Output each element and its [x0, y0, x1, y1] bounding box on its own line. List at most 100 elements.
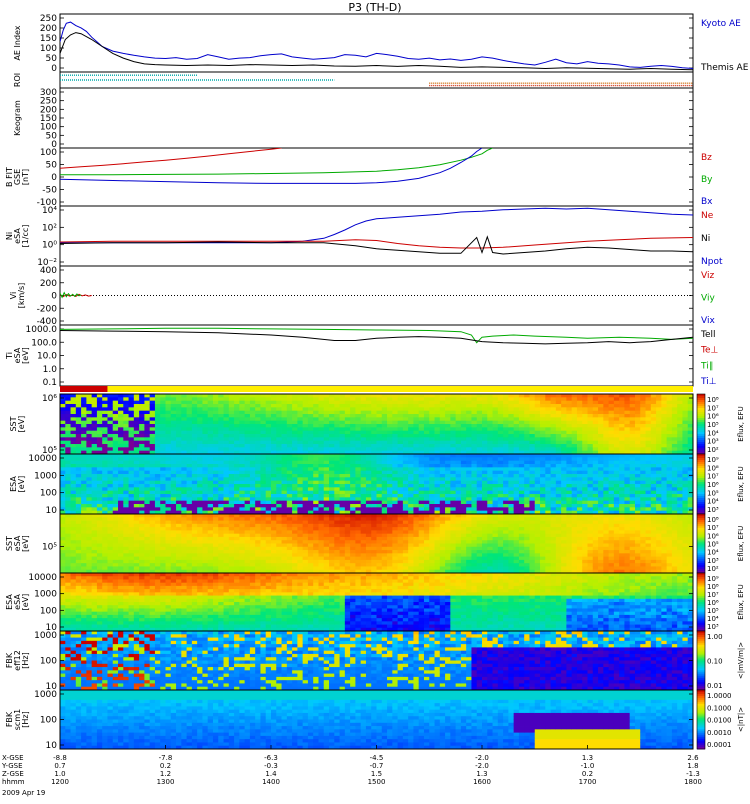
spectrogram-cell — [129, 421, 135, 425]
spectrogram-cell — [408, 454, 414, 458]
spectrogram-cell — [76, 566, 82, 570]
spectrogram-cell — [572, 437, 578, 441]
spectrogram-cell — [361, 467, 367, 471]
spectrogram-cell — [202, 407, 208, 411]
spectrogram-cell — [297, 417, 303, 421]
spectrogram-cell — [593, 431, 599, 435]
spectrogram-cell — [313, 397, 319, 401]
spectrogram-cell — [134, 550, 140, 554]
spectrogram-cell — [218, 427, 224, 431]
spectrogram-cell — [123, 417, 129, 421]
spectrogram-cell — [97, 553, 103, 557]
spectrogram-cell — [139, 484, 145, 488]
spectrogram-cell — [292, 471, 298, 475]
spectrogram-cell — [551, 484, 557, 488]
spectrogram-cell — [419, 474, 425, 478]
spectrogram-cell — [123, 447, 129, 451]
spectrogram-cell — [250, 421, 256, 425]
spectrogram-cell — [176, 491, 182, 495]
spectrogram-cell — [572, 414, 578, 418]
spectrogram-cell — [377, 414, 383, 418]
spectrogram-cell — [97, 431, 103, 435]
spectrogram-cell — [387, 457, 393, 461]
spectrogram-cell — [435, 491, 441, 495]
spectrogram-cell — [324, 481, 330, 485]
spectrogram-cell — [588, 421, 594, 425]
spectrogram-cell — [139, 471, 145, 475]
spectrogram-cell — [514, 414, 520, 418]
spectrogram-cell — [334, 441, 340, 445]
spectrogram-cell — [187, 471, 193, 475]
spectrogram-cell — [260, 494, 266, 498]
spectrogram-cell — [487, 424, 493, 428]
spectrogram-cell — [255, 437, 261, 441]
spectrogram-cell — [113, 517, 119, 521]
spectrogram-cell — [593, 437, 599, 441]
spectrogram-cell — [682, 497, 688, 501]
spectrogram-cell — [92, 547, 98, 551]
spectrogram-cell — [76, 527, 82, 531]
spectrogram-cell — [150, 504, 156, 508]
spectrogram-cell — [419, 431, 425, 435]
spectrogram-cell — [503, 427, 509, 431]
spectrogram-cell — [435, 487, 441, 491]
spectrogram-cell — [129, 550, 135, 554]
spectrogram-cell — [86, 424, 92, 428]
spectrogram-cell — [529, 481, 535, 485]
spectrogram-cell — [656, 464, 662, 468]
spectrogram-cell — [76, 441, 82, 445]
spectrogram-cell — [144, 537, 150, 541]
spectrogram-cell — [155, 397, 161, 401]
spectrogram-cell — [435, 434, 441, 438]
spectrogram-cell — [176, 467, 182, 471]
spectrogram-cell — [392, 471, 398, 475]
spectrogram-cell — [667, 407, 673, 411]
spectrogram-cell — [403, 394, 409, 398]
spectrogram-cell — [529, 397, 535, 401]
spectrogram-cell — [150, 544, 156, 548]
spectrogram-cell — [429, 491, 435, 495]
spectrogram-cell — [229, 487, 235, 491]
spectrogram-cell — [566, 484, 572, 488]
spectrogram-cell — [329, 421, 335, 425]
spectrogram-cell — [144, 407, 150, 411]
spectrogram-cell — [329, 414, 335, 418]
spectrogram-cell — [651, 501, 657, 505]
spectrogram-cell — [366, 444, 372, 448]
spectrogram-cell — [176, 507, 182, 511]
spectrogram-cell — [487, 427, 493, 431]
spectrogram-cell — [92, 401, 98, 405]
spectrogram-cell — [572, 487, 578, 491]
spectrogram-cell — [86, 427, 92, 431]
spectrogram-cell — [86, 411, 92, 415]
spectrogram-cell — [382, 444, 388, 448]
spectrogram-cell — [677, 504, 683, 508]
spectrogram-cell — [661, 457, 667, 461]
spectrogram-cell — [524, 397, 530, 401]
spectrogram-cell — [355, 404, 361, 408]
spectrogram-cell — [651, 474, 657, 478]
spectrogram-cell — [92, 394, 98, 398]
spectrogram-cell — [461, 497, 467, 501]
spectrogram-cell — [166, 514, 172, 518]
spectrogram-cell — [92, 454, 98, 458]
spectrogram-cell — [76, 504, 82, 508]
spectrogram-cell — [508, 494, 514, 498]
spectrogram-cell — [619, 487, 625, 491]
spectrogram-cell — [435, 417, 441, 421]
spectrogram-cell — [503, 417, 509, 421]
spectrogram-cell — [107, 566, 113, 570]
spectrogram-cell — [160, 444, 166, 448]
spectrogram-cell — [561, 501, 567, 505]
spectrogram-cell — [487, 437, 493, 441]
spectrogram-cell — [134, 540, 140, 544]
spectrogram-cell — [123, 530, 129, 534]
spectrogram-cell — [598, 447, 604, 451]
spectrogram-cell — [593, 481, 599, 485]
spectrogram-cell — [588, 434, 594, 438]
spectrogram-cell — [640, 494, 646, 498]
spectrogram-cell — [677, 404, 683, 408]
spectrogram-cell — [377, 461, 383, 465]
spectrogram-cell — [181, 484, 187, 488]
spectrogram-cell — [593, 484, 599, 488]
